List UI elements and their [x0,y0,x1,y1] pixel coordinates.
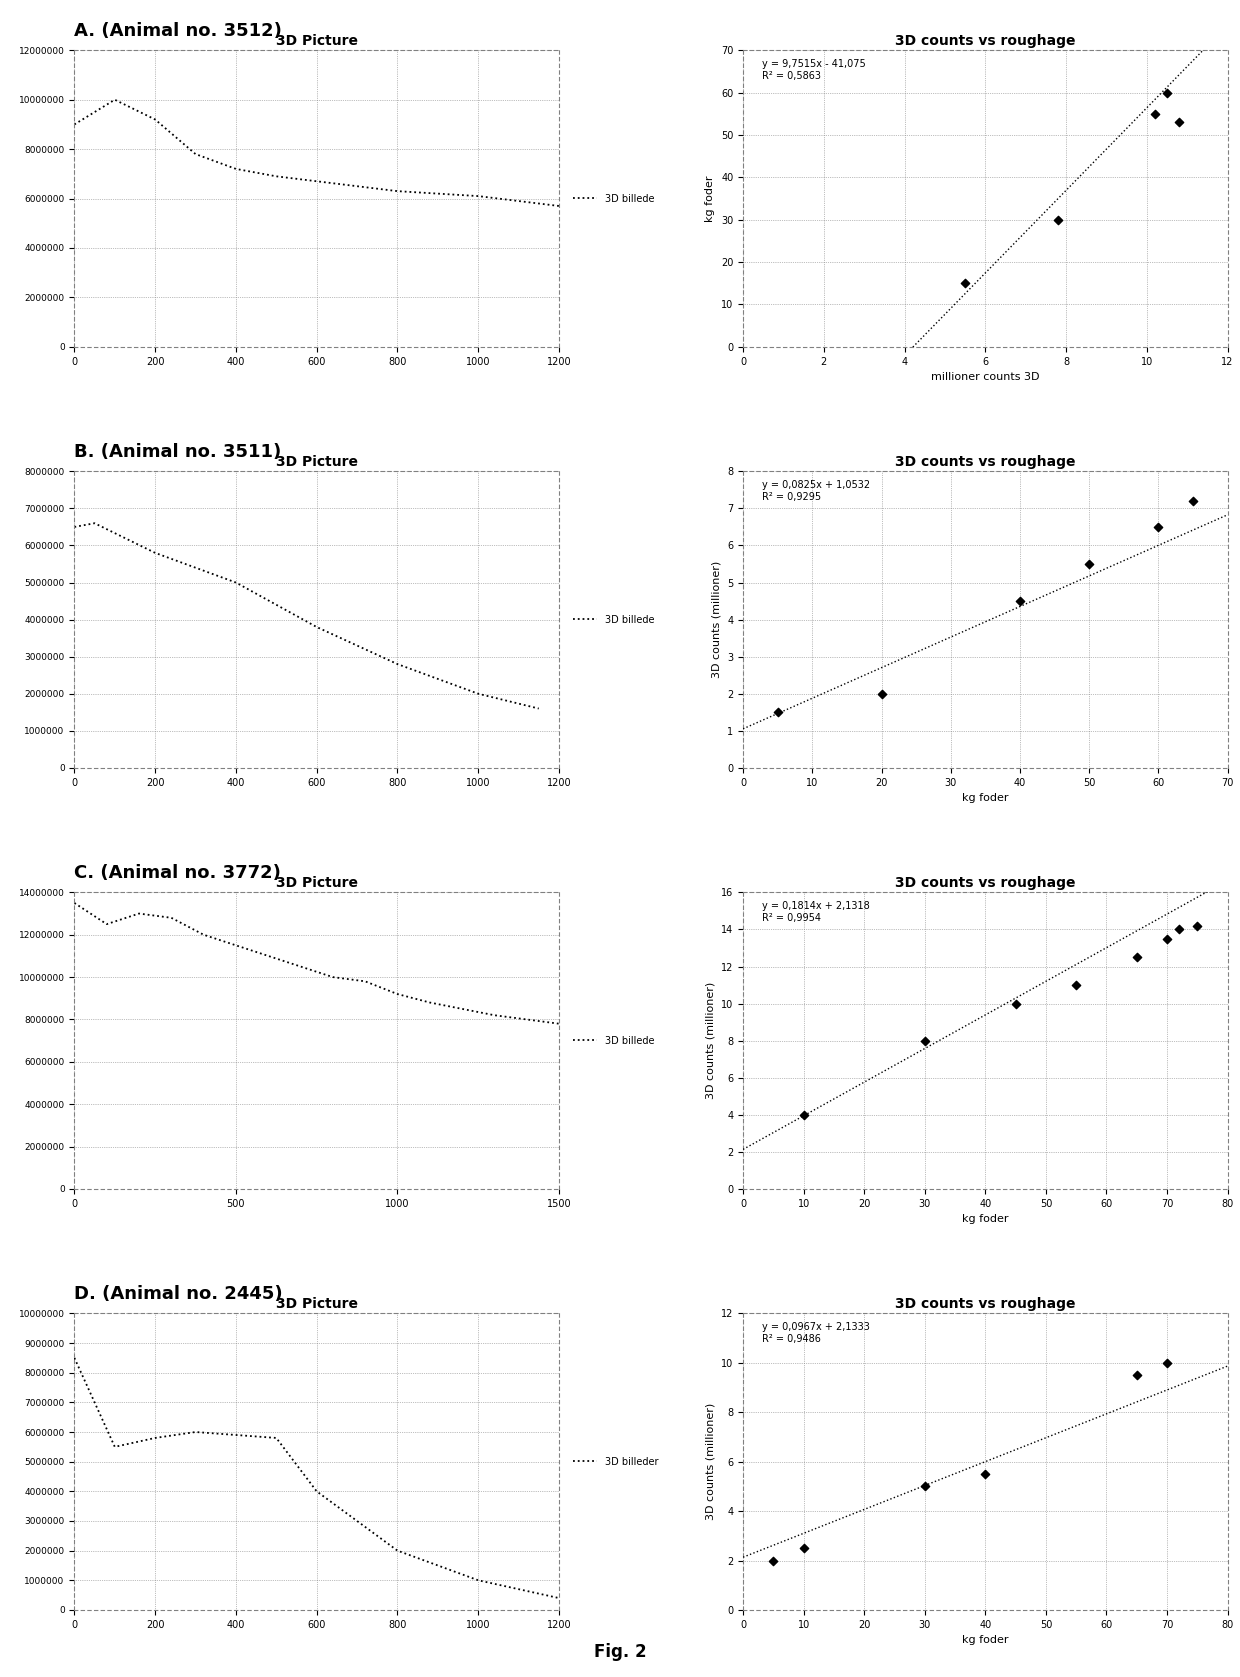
Point [1127,1362,1147,1389]
Text: y = 9,7515x - 41,075
R² = 0,5863: y = 9,7515x - 41,075 R² = 0,5863 [763,59,867,80]
Point [1148,513,1168,540]
Text: D. (Animal no. 2445): D. (Animal no. 2445) [74,1285,283,1303]
Title: 3D counts vs roughage: 3D counts vs roughage [895,875,1075,890]
Point [872,681,892,708]
Point [1127,944,1147,971]
Point [794,1534,813,1561]
Point [915,1028,935,1055]
Point [1169,916,1189,942]
Title: 3D counts vs roughage: 3D counts vs roughage [895,34,1075,47]
Title: 3D counts vs roughage: 3D counts vs roughage [895,1296,1075,1311]
Point [1157,1350,1177,1377]
Point [1006,989,1025,1016]
Point [1183,488,1203,515]
Text: C. (Animal no. 3772): C. (Animal no. 3772) [74,864,281,882]
Point [1157,79,1177,106]
Title: 3D Picture: 3D Picture [275,875,357,890]
Y-axis label: 3D counts (millioner): 3D counts (millioner) [712,562,722,678]
Text: B. (Animal no. 3511): B. (Animal no. 3511) [74,443,281,461]
Point [976,1461,996,1487]
Point [1145,101,1164,127]
Point [794,1102,813,1129]
Point [1011,587,1030,614]
Point [955,270,975,297]
Y-axis label: 3D counts (millioner): 3D counts (millioner) [706,983,715,1098]
X-axis label: kg foder: kg foder [962,1635,1008,1645]
Title: 3D Picture: 3D Picture [275,454,357,470]
Text: y = 0,0967x + 2,1333
R² = 0,9486: y = 0,0967x + 2,1333 R² = 0,9486 [763,1321,870,1343]
Legend: 3D billede: 3D billede [569,610,658,629]
Point [1079,550,1099,577]
Y-axis label: 3D counts (millioner): 3D counts (millioner) [706,1404,715,1521]
Point [915,1472,935,1499]
Title: 3D Picture: 3D Picture [275,1296,357,1311]
Legend: 3D billede: 3D billede [569,1031,658,1050]
Point [1169,109,1189,136]
X-axis label: kg foder: kg foder [962,793,1008,803]
Text: y = 0,1814x + 2,1318
R² = 0,9954: y = 0,1814x + 2,1318 R² = 0,9954 [763,901,870,922]
Y-axis label: kg foder: kg foder [706,176,715,221]
Point [1066,971,1086,998]
Point [1188,912,1208,939]
Point [764,1548,784,1575]
Title: 3D Picture: 3D Picture [275,34,357,47]
Point [1048,206,1068,233]
Text: A. (Animal no. 3512): A. (Animal no. 3512) [74,22,283,40]
Text: y = 0,0825x + 1,0532
R² = 0,9295: y = 0,0825x + 1,0532 R² = 0,9295 [763,480,870,501]
Legend: 3D billeder: 3D billeder [569,1452,662,1471]
X-axis label: millioner counts 3D: millioner counts 3D [931,372,1039,382]
Point [1157,926,1177,953]
X-axis label: kg foder: kg foder [962,1214,1008,1224]
Point [768,699,787,726]
Text: Fig. 2: Fig. 2 [594,1643,646,1660]
Legend: 3D billede: 3D billede [569,190,658,208]
Title: 3D counts vs roughage: 3D counts vs roughage [895,454,1075,470]
